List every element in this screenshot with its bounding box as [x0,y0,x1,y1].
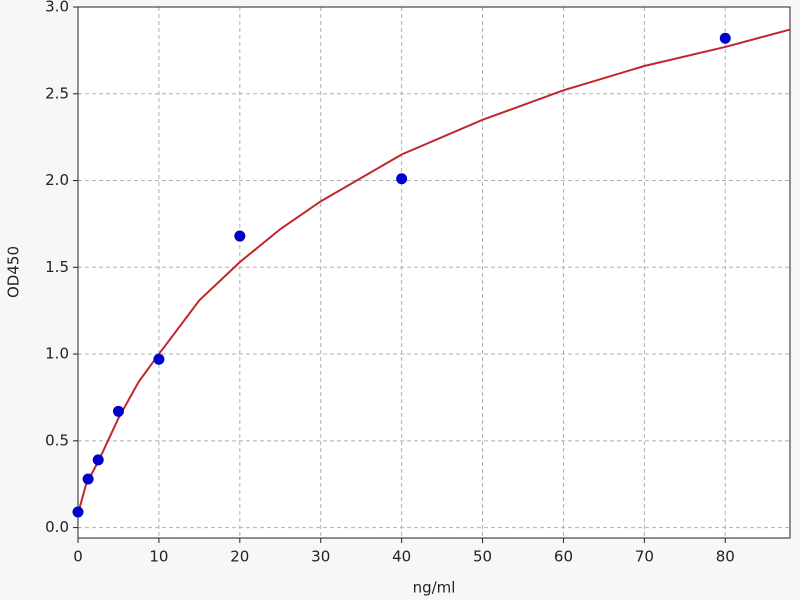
y-tick-label: 3.0 [45,0,69,16]
y-axis-label: OD450 [5,246,23,298]
fit-curve [77,28,791,514]
x-tick-label: 30 [311,548,330,566]
y-tick-label: 2.0 [45,171,69,189]
x-tick-label: 0 [73,548,83,566]
x-tick-label: 40 [392,548,411,566]
x-tick-label: 50 [473,548,492,566]
x-tick-label: 80 [716,548,735,566]
x-tick-label: 10 [149,548,168,566]
x-tick-label: 20 [230,548,249,566]
data-point [719,32,731,44]
data-point [92,454,104,466]
data-point [396,173,408,185]
x-tick-label: 60 [554,548,573,566]
x-axis-label: ng/ml [413,579,456,597]
plot-frame [77,6,791,539]
y-tick-label: 1.5 [45,258,69,276]
data-point [234,230,246,242]
data-point [82,473,94,485]
y-tick-label: 2.5 [45,84,69,102]
y-tick-label: 1.0 [45,345,69,363]
plot-area [78,7,790,538]
data-point [112,405,124,417]
y-tick-label: 0.0 [45,518,69,536]
data-point [72,506,84,518]
data-point [153,353,165,365]
y-tick-label: 0.5 [45,431,69,449]
x-tick-label: 70 [635,548,654,566]
